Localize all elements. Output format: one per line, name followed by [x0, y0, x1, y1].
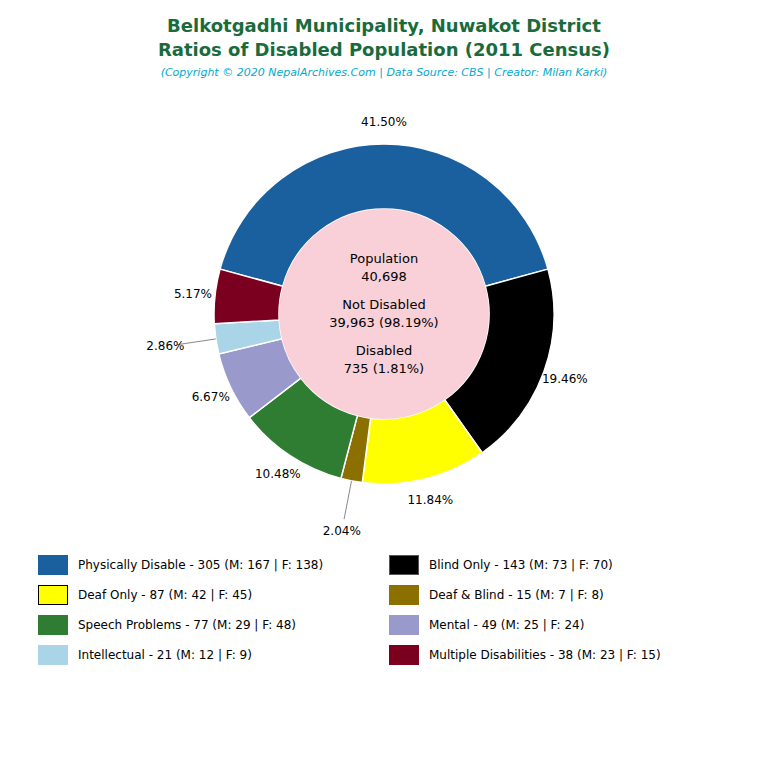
html-text:Intellectual - 21 (M: 12 | F:: Intellectual - 21 (M: 12 | F: 9): [78, 648, 252, 662]
html-text:Multiple Disabilities - 38 (M:: Multiple Disabilities - 38 (M: 23 | F: 1…: [429, 648, 661, 662]
svg-text:2.86%: 2.86%: [146, 339, 184, 353]
html-text:Disabled: Disabled: [355, 343, 413, 358]
svg-text:41.50%: 41.50%: [361, 115, 407, 129]
svg-text:11.84%: 11.84%: [407, 493, 453, 507]
html-text:Blind Only - 143 (M: 73 | F: 7: Blind Only - 143 (M: 73 | F: 70): [429, 558, 613, 572]
svg-text:5.17%: 5.17%: [174, 287, 212, 301]
html-text:Physically Disable - 305 (M: 1: Physically Disable - 305 (M: 167 | F: 13…: [78, 558, 324, 572]
svg-text:2.04%: 2.04%: [323, 524, 361, 538]
html-text:Speech Problems - 77 (M: 29 |: Speech Problems - 77 (M: 29 | F: 48): [78, 618, 296, 632]
html-text:735 (1.81%): 735 (1.81%): [343, 361, 425, 376]
html-text:Ratios of Disabled Population: Ratios of Disabled Population (2011 Cens…: [158, 39, 610, 60]
html-text:40,698: 40,698: [361, 269, 407, 284]
html-text:Not Disabled: Not Disabled: [342, 297, 426, 312]
html-text:Deaf Only - 87 (M: 42 | F: 45): Deaf Only - 87 (M: 42 | F: 45): [78, 588, 253, 602]
html-text:Deaf & Blind - 15 (M: 7 | F: 8: Deaf & Blind - 15 (M: 7 | F: 8): [429, 588, 604, 602]
html-text:39,963 (98.19%): 39,963 (98.19%): [329, 315, 439, 330]
html-text:Population: Population: [349, 251, 419, 266]
svg-text:19.46%: 19.46%: [542, 372, 588, 386]
svg-text:6.67%: 6.67%: [192, 390, 230, 404]
html-text:Mental - 49 (M: 25 | F: 24): Mental - 49 (M: 25 | F: 24): [429, 618, 585, 632]
html-text:(Copyright © 2020 NepalArchive: (Copyright © 2020 NepalArchives.Com | Da…: [160, 66, 608, 79]
svg-text:10.48%: 10.48%: [255, 467, 301, 481]
html-text:Belkotgadhi Municipality, Nuwa: Belkotgadhi Municipality, Nuwakot Distri…: [167, 15, 601, 36]
